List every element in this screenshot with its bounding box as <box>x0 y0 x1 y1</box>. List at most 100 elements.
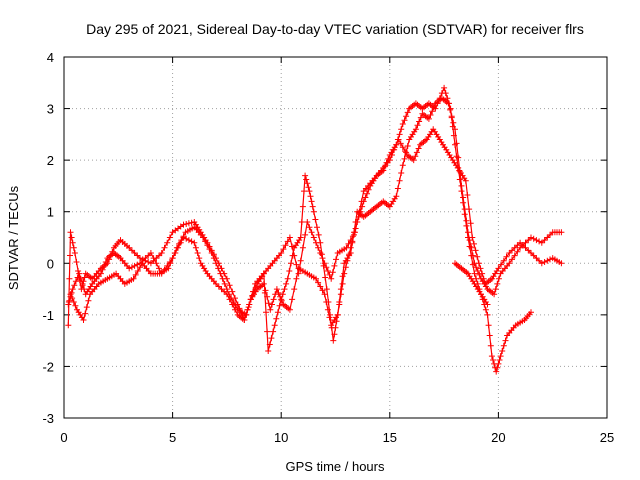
y-tick-label: -1 <box>42 308 54 323</box>
data-point-marker <box>308 198 315 205</box>
data-point-marker <box>401 117 408 124</box>
data-point-marker <box>416 118 423 125</box>
data-point-marker <box>395 136 402 143</box>
y-tick-label: 0 <box>47 256 54 271</box>
data-point-marker <box>530 235 537 242</box>
data-point-marker <box>310 208 317 215</box>
series-track-c <box>67 126 565 323</box>
y-tick-label: -2 <box>42 359 54 374</box>
data-point-marker <box>81 274 88 281</box>
data-point-marker <box>453 140 460 147</box>
series-track-a <box>65 84 534 375</box>
data-point-marker <box>313 275 319 282</box>
data-point-marker <box>396 131 403 138</box>
data-point-marker <box>558 260 565 267</box>
data-point-marker <box>315 244 322 251</box>
data-point-marker <box>315 231 322 238</box>
data-point-marker <box>70 299 77 305</box>
data-point-marker <box>324 306 331 313</box>
data-point-marker <box>404 143 411 149</box>
data-point-marker <box>271 322 278 329</box>
data-point-marker <box>167 260 174 267</box>
data-point-marker <box>126 265 133 272</box>
data-point-marker <box>463 217 470 224</box>
data-point-marker <box>301 188 307 195</box>
data-point-marker <box>322 274 329 281</box>
data-point-marker <box>321 291 328 298</box>
data-point-marker <box>210 255 217 262</box>
data-point-marker <box>509 256 515 263</box>
data-point-marker <box>145 252 152 259</box>
data-point-marker <box>334 311 341 318</box>
data-point-marker <box>66 297 73 304</box>
data-point-marker <box>429 108 436 115</box>
data-point-marker <box>213 260 219 267</box>
data-point-marker <box>173 244 180 251</box>
y-tick-label: 1 <box>47 205 54 220</box>
data-point-marker <box>200 234 206 241</box>
data-point-marker <box>166 234 173 241</box>
data-point-marker <box>466 206 473 213</box>
data-point-marker <box>245 304 252 311</box>
data-point-marker <box>544 257 551 264</box>
data-point-marker <box>262 287 269 294</box>
data-point-marker <box>71 250 78 256</box>
data-point-marker <box>215 283 222 290</box>
y-axis-label: SDTVAR / TECUs <box>6 185 21 290</box>
data-point-marker <box>356 208 363 215</box>
data-point-marker <box>221 280 228 287</box>
data-point-marker <box>188 219 195 226</box>
data-point-marker <box>477 265 484 272</box>
data-point-marker <box>469 252 476 259</box>
plot-frame <box>63 56 608 419</box>
data-point-marker <box>171 250 178 256</box>
data-point-marker <box>484 311 491 318</box>
data-point-marker <box>492 286 499 293</box>
data-point-marker <box>223 286 230 293</box>
data-point-marker <box>536 257 543 264</box>
data-point-marker <box>452 126 458 133</box>
data-point-marker <box>362 194 369 201</box>
data-point-marker <box>319 287 326 294</box>
data-point-marker <box>134 261 141 268</box>
data-point-marker <box>180 221 187 228</box>
data-point-marker <box>286 234 293 241</box>
data-point-marker <box>289 243 296 250</box>
data-point-marker <box>70 244 77 251</box>
data-point-marker <box>499 348 506 354</box>
data-point-marker <box>458 182 465 189</box>
data-point-marker <box>101 262 108 269</box>
y-tick-label: 2 <box>47 153 54 168</box>
data-point-marker <box>299 203 306 210</box>
data-point-marker <box>326 271 333 278</box>
data-point-marker <box>178 237 185 244</box>
data-point-marker <box>442 90 449 97</box>
data-point-marker <box>494 280 501 287</box>
data-point-marker <box>185 220 192 227</box>
data-point-marker <box>468 244 475 251</box>
data-point-marker <box>471 240 477 247</box>
data-point-marker <box>503 253 510 260</box>
data-point-marker <box>232 302 239 309</box>
data-point-marker <box>332 324 339 331</box>
data-point-marker <box>272 291 279 298</box>
data-point-marker <box>278 250 285 256</box>
data-point-marker <box>339 273 346 280</box>
data-point-marker <box>188 238 195 245</box>
data-point-marker <box>321 260 328 267</box>
data-point-marker <box>260 280 267 287</box>
data-point-marker <box>293 275 300 282</box>
data-point-marker <box>156 252 162 259</box>
data-point-marker <box>72 302 79 309</box>
data-point-marker <box>268 335 275 342</box>
data-point-marker <box>393 193 400 200</box>
data-point-marker <box>393 141 400 148</box>
data-point-marker <box>309 203 316 210</box>
data-point-marker <box>495 275 502 282</box>
data-point-marker <box>99 266 106 273</box>
data-point-marker <box>226 282 233 289</box>
data-point-marker <box>308 229 315 236</box>
data-point-marker <box>536 238 543 245</box>
data-point-marker <box>488 353 495 360</box>
